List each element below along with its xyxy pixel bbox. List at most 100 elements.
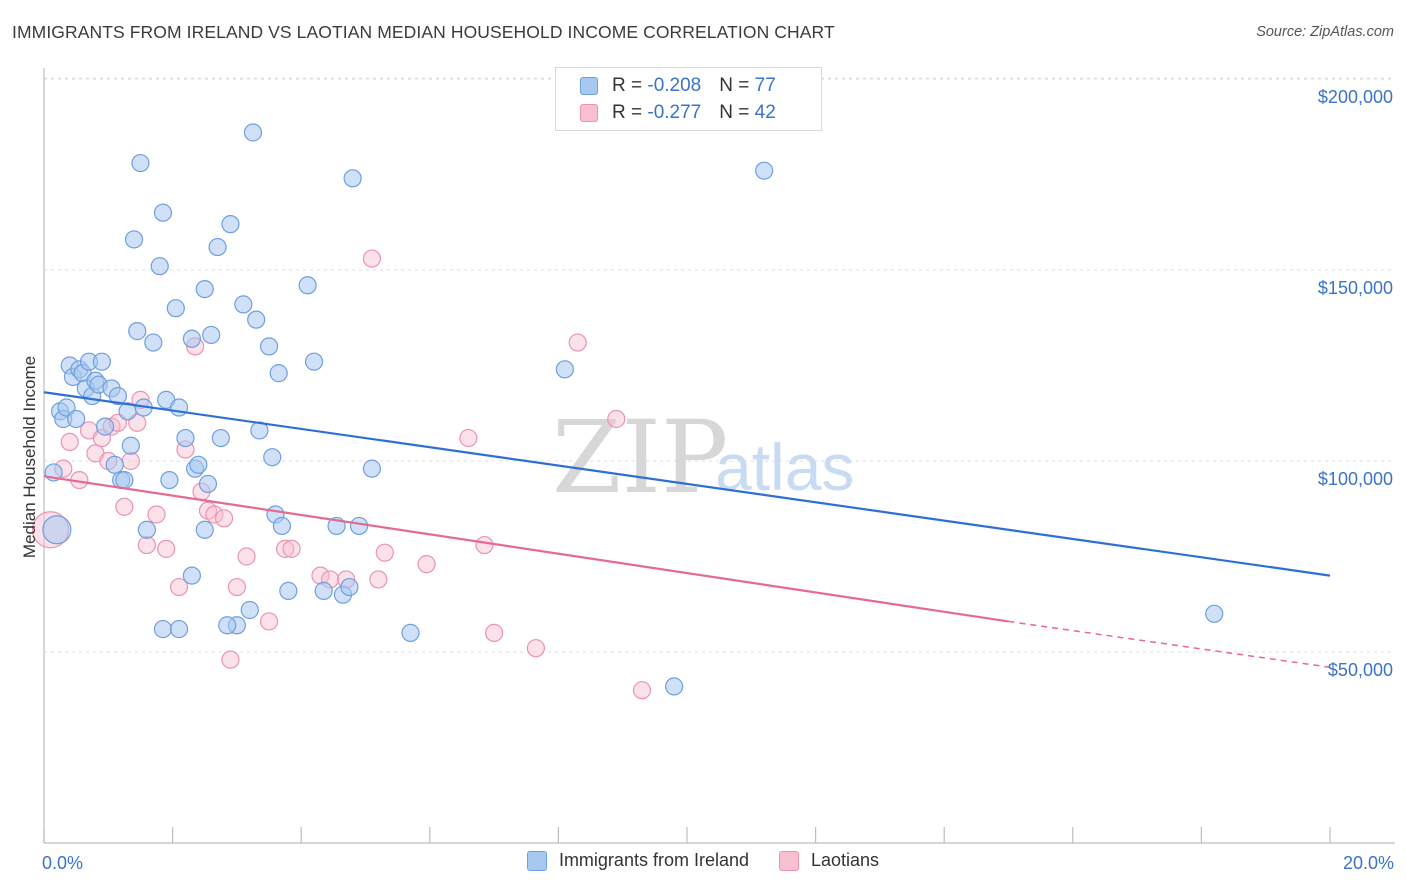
y-tick-label-3: $200,000 [1318, 87, 1393, 107]
ireland-point [240, 600, 259, 620]
laotians-point [369, 570, 388, 589]
watermark-zip: ZIP [552, 399, 728, 516]
laotians-legend-swatch [779, 850, 799, 871]
laotians-point [227, 577, 246, 597]
ireland-point [176, 428, 195, 448]
ireland-point [95, 417, 115, 436]
ireland-point [182, 329, 201, 348]
ireland-point [67, 409, 86, 429]
ireland-point [169, 398, 189, 417]
laotians-point [157, 539, 176, 558]
n-value: 42 [754, 102, 776, 123]
ireland-point [401, 623, 420, 643]
laotians-point [147, 505, 166, 524]
ireland-point [343, 169, 362, 188]
ireland-point [272, 516, 292, 536]
ireland-point [121, 436, 140, 455]
x-tick-label-min: 0.0% [42, 853, 83, 873]
ireland-point [128, 322, 147, 341]
axes [43, 68, 1395, 844]
laotians-point [276, 539, 295, 558]
n-label: N = [719, 102, 755, 123]
laotians-trend-line [43, 475, 1009, 623]
source-label: Source: ZipAtlas.com [1256, 24, 1394, 40]
ireland-point [182, 566, 201, 585]
x-tick-label-max: 20.0% [1343, 853, 1394, 873]
ireland-point [211, 428, 230, 448]
legend-label-ireland: Immigrants from Ireland [558, 850, 749, 870]
watermark: ZIP atlas [552, 399, 854, 516]
laotians-point [137, 535, 156, 555]
ireland-point [137, 520, 156, 539]
series-legend: Immigrants from Ireland Laotians [0, 850, 1406, 871]
ireland-point [279, 581, 298, 600]
y-tick-label-1: $100,000 [1318, 469, 1393, 489]
laotians-point [362, 249, 382, 268]
ireland-point [247, 310, 266, 329]
ireland-point [160, 471, 179, 490]
ireland-point [269, 364, 288, 383]
laotians-point [282, 539, 301, 558]
ireland-point [115, 471, 134, 490]
laotians-swatch [580, 104, 598, 122]
ireland-point [150, 257, 169, 276]
laotians-point [60, 432, 79, 451]
ireland-point [42, 515, 72, 545]
laotians-point [417, 555, 436, 574]
ireland-point [189, 455, 208, 474]
laotians-point [475, 535, 494, 555]
y-tick-label-0: $50,000 [1328, 660, 1393, 680]
r-label: R = [612, 75, 648, 96]
ireland-legend-swatch [526, 850, 547, 871]
ireland-point [362, 459, 382, 478]
ireland-point [555, 360, 574, 379]
ireland-point [1205, 604, 1224, 623]
laotians-trend-extension [1008, 620, 1331, 669]
legend-row-laotians: R = -0.277 N = 42 [580, 100, 776, 126]
stats-legend: R = -0.208 N = 77 R = -0.277 N = 42 [555, 67, 822, 131]
laotians-point [121, 451, 140, 471]
ireland-point [198, 474, 218, 494]
ireland-point [263, 448, 282, 467]
legend-item-laotians: Laotians [779, 850, 879, 871]
ireland-point [665, 677, 684, 696]
laotians-point [526, 639, 545, 658]
ireland-point [314, 581, 333, 600]
laotians-point [607, 409, 626, 429]
ireland-point [153, 619, 173, 639]
ireland-point [153, 203, 173, 222]
ireland-points [42, 123, 1224, 696]
chart-title: IMMIGRANTS FROM IRELAND VS LAOTIAN MEDIA… [12, 22, 835, 42]
ireland-point [221, 215, 240, 234]
r-value: -0.277 [647, 102, 702, 123]
ireland-point [349, 516, 369, 536]
laotians-point [459, 428, 478, 448]
legend-item-ireland: Immigrants from Ireland [526, 850, 749, 871]
ireland-point [92, 352, 111, 371]
trend-lines [43, 391, 1331, 669]
ireland-point [195, 520, 214, 539]
y-tick-label-2: $150,000 [1318, 278, 1393, 298]
ireland-swatch [580, 77, 598, 95]
legend-row-ireland: R = -0.208 N = 77 [580, 73, 776, 99]
ireland-point [304, 352, 324, 371]
y-axis-label: Median Household Income [20, 356, 39, 558]
ireland-point [234, 295, 253, 314]
ireland-point [243, 123, 263, 142]
ireland-point [131, 153, 150, 173]
ireland-point [298, 276, 317, 295]
ireland-point [195, 280, 214, 299]
laotians-point [485, 623, 504, 643]
ireland-point [755, 161, 774, 180]
laotians-point [632, 681, 652, 700]
laotians-point [568, 333, 587, 352]
n-value: 77 [754, 75, 776, 96]
laotians-point [115, 497, 134, 516]
n-label: N = [719, 75, 755, 96]
ireland-point [105, 455, 124, 474]
ireland-point [202, 325, 221, 345]
r-label: R = [612, 102, 648, 123]
watermark-atlas: atlas [715, 430, 854, 504]
laotians-point [214, 509, 234, 528]
